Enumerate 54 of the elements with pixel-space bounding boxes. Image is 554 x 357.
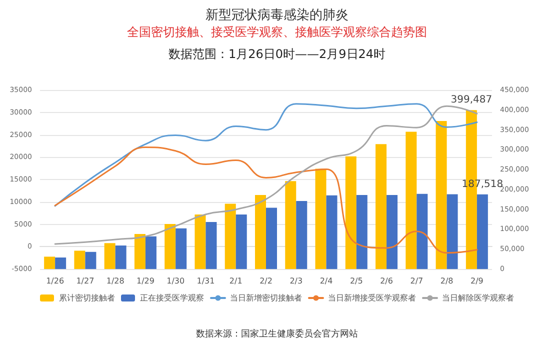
bar xyxy=(446,194,458,269)
bar xyxy=(266,208,277,269)
bar xyxy=(44,256,56,269)
legend-label: 当日解除医学观察者 xyxy=(442,294,514,302)
chart-subtitle: 全国密切接触、接受医学观察、接触医学观察综合趋势图 xyxy=(127,25,427,39)
bar xyxy=(74,250,86,269)
data-label: 399,487 xyxy=(450,94,492,106)
bar xyxy=(386,195,398,269)
bar xyxy=(356,195,368,269)
x-tick-label: 2/2 xyxy=(260,276,272,286)
bar xyxy=(115,246,126,269)
bar xyxy=(194,214,206,269)
x-tick-label: 2/9 xyxy=(470,276,484,286)
bar xyxy=(176,228,187,269)
x-tick-label: 2/3 xyxy=(290,276,303,286)
x-tick-label: 2/6 xyxy=(380,276,393,286)
legend-label: 当日新增密切接触者 xyxy=(230,294,302,302)
bar xyxy=(164,224,176,269)
bar xyxy=(376,144,387,269)
chart-title: 新型冠状病毒感染的肺炎 xyxy=(206,8,348,23)
bar xyxy=(255,195,266,269)
bar xyxy=(134,234,146,269)
x-tick-label: 2/8 xyxy=(440,276,454,286)
x-tick-label: 1/27 xyxy=(76,276,94,286)
bar xyxy=(224,204,236,269)
x-tick-label: 1/29 xyxy=(136,276,154,286)
bar xyxy=(285,181,296,269)
legend-label: 正在接受医学观察 xyxy=(140,294,204,302)
bar xyxy=(476,194,488,269)
x-tick-label: 1/28 xyxy=(106,276,124,286)
bar xyxy=(345,156,356,269)
x-tick-label: 1/31 xyxy=(196,276,215,286)
bar xyxy=(236,214,247,269)
bar xyxy=(436,121,447,269)
bar xyxy=(55,257,66,269)
bar xyxy=(315,168,326,269)
bar xyxy=(416,194,428,269)
x-tick-label: 2/7 xyxy=(410,276,424,286)
bar xyxy=(145,236,156,269)
x-tick-label: 1/30 xyxy=(166,276,185,286)
bar xyxy=(104,243,116,269)
x-tick-label: 2/5 xyxy=(350,276,363,286)
legend-label: 累计密切接触者 xyxy=(59,294,115,302)
bar xyxy=(406,132,417,269)
x-tick-label: 1/26 xyxy=(46,276,64,286)
bar xyxy=(326,195,338,269)
bar xyxy=(85,252,96,269)
x-tick-label: 2/1 xyxy=(229,276,242,286)
legend-label: 当日新增接受医学观察者 xyxy=(328,294,416,302)
bar xyxy=(206,222,217,269)
source-note: 数据来源：国家卫生健康委员会官方网站 xyxy=(196,328,358,340)
x-tick-label: 2/4 xyxy=(320,276,333,286)
text: 数据范围：1月26日0时——2月9日24时 xyxy=(168,47,386,61)
bar xyxy=(296,200,308,269)
